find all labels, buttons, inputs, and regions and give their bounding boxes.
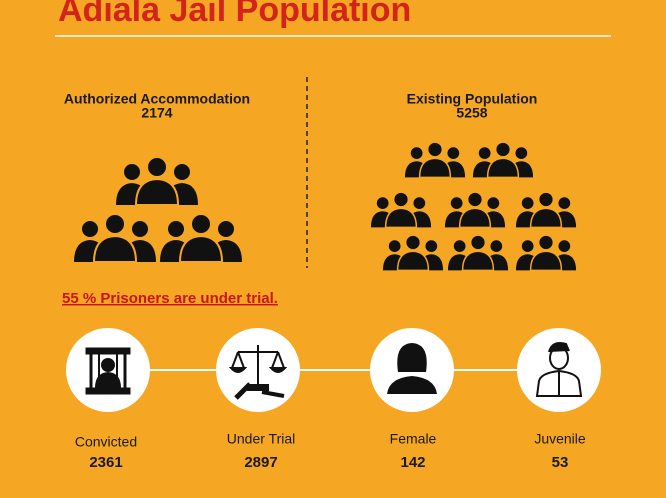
category-value: 2897 [244,454,277,471]
note: 55 % Prisoners are under trial. [62,290,278,307]
justice-icon [228,345,288,400]
juvenile-icon [535,342,583,397]
title: Adiala Jail Population [58,0,411,29]
existing-label: Existing Population [407,91,538,107]
existing-icons [370,141,577,271]
category-label: Under Trial [227,431,295,447]
capacity-value: 2174 [141,105,172,121]
category-labels: Convicted 2361 Under Trial 2897 Female 1… [75,431,586,471]
capacity-label: Authorized Accommodation [64,91,250,107]
category-value: 53 [552,454,569,471]
jail-icon [85,347,131,395]
category-label: Female [390,431,437,447]
category-label: Juvenile [534,431,586,447]
female-icon [387,343,437,394]
category-value: 2361 [89,454,122,471]
category-label: Convicted [75,434,137,450]
capacity-icons [73,156,243,262]
category-value: 142 [400,454,425,471]
existing-value: 5258 [456,105,487,121]
